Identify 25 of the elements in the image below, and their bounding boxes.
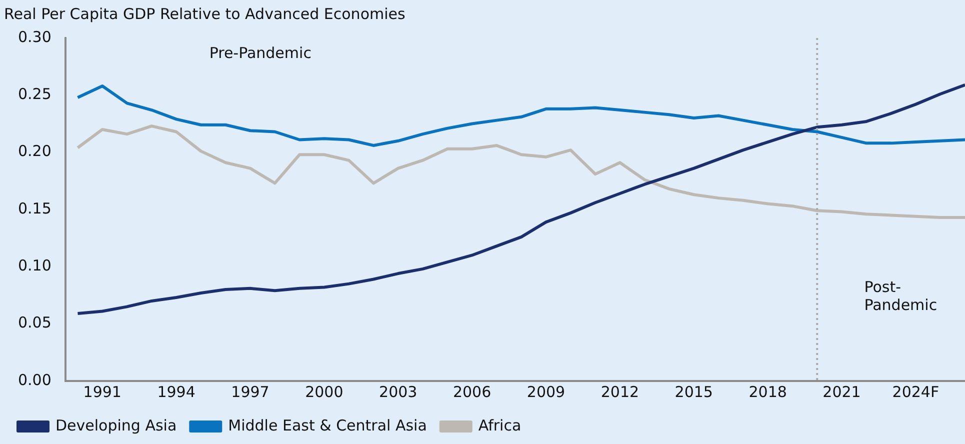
x-tick-label: 2018	[748, 382, 787, 401]
chart-title: Real Per Capita GDP Relative to Advanced Economies	[4, 4, 406, 23]
y-tick-label: 0.30	[18, 28, 52, 46]
x-tick-label: 2021	[822, 382, 861, 401]
x-tick-label: 2006	[452, 382, 492, 401]
x-tick-label: 2015	[674, 382, 713, 401]
x-tick-label: 2009	[526, 382, 566, 401]
legend-label: Middle East & Central Asia	[228, 416, 427, 434]
y-tick-label: 0.10	[18, 256, 52, 275]
legend-label: Developing Asia	[56, 416, 177, 434]
x-tick-label: 1991	[83, 382, 122, 401]
x-tick-label: 2000	[305, 382, 344, 401]
legend-label: Africa	[478, 416, 522, 434]
y-tick-label: 0.20	[18, 142, 52, 160]
x-tick-label: 2003	[379, 382, 418, 401]
annotation: Post-Pandemic	[864, 278, 938, 314]
x-tick-label: 2024F	[892, 382, 940, 401]
annotation: Pre-Pandemic	[209, 44, 312, 62]
y-tick-label: 0.05	[18, 314, 52, 332]
x-tick-label: 1997	[231, 382, 270, 401]
x-tick-label: 2012	[600, 382, 640, 401]
y-tick-label: 0.25	[18, 85, 52, 104]
x-tick-label: 1994	[157, 382, 196, 401]
y-tick-label: 0.15	[18, 199, 52, 218]
y-tick-label: 0.00	[18, 370, 52, 389]
